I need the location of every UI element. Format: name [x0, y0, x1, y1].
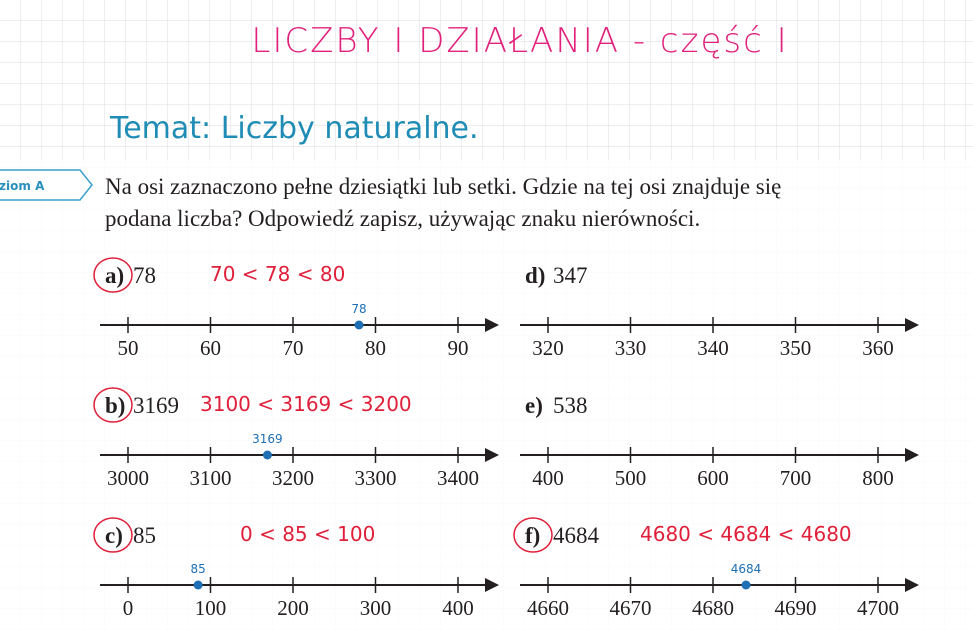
exercise-panel	[0, 160, 973, 630]
marked-label: 3169	[252, 432, 283, 446]
marked-label: 85	[190, 562, 205, 576]
tick-label: 200	[277, 596, 309, 620]
answer-circle	[93, 257, 133, 293]
level-badge	[0, 169, 93, 201]
tick-label: 400	[532, 466, 564, 490]
tick-label: 600	[697, 466, 729, 490]
axis-arrow	[485, 578, 499, 592]
marked-point	[354, 320, 364, 330]
item-number: 4684	[553, 523, 600, 548]
topic: Temat: Liczby naturalne.	[109, 111, 479, 146]
axis-arrow	[905, 448, 919, 462]
marked-label: 78	[351, 302, 366, 316]
tick-label: 4700	[857, 596, 899, 620]
tick-label: 4660	[527, 596, 569, 620]
tick-label: 3200	[272, 466, 314, 490]
axis-arrow	[905, 318, 919, 332]
item-number: 347	[553, 263, 588, 288]
tick-label: 0	[123, 596, 134, 620]
item-number: 78	[133, 263, 156, 288]
tick-label: 3100	[190, 466, 232, 490]
tick-label: 3300	[355, 466, 397, 490]
tick-label: 4670	[610, 596, 652, 620]
item-letter: b)	[105, 393, 125, 418]
tick-label: 340	[697, 336, 729, 360]
tick-label: 320	[532, 336, 564, 360]
tick-label: 800	[862, 466, 894, 490]
tick-label: 330	[615, 336, 647, 360]
answer: 3100 < 3169 < 3200	[200, 392, 412, 416]
item-number: 538	[553, 393, 588, 418]
answer-circle	[93, 517, 133, 553]
item-number: 85	[133, 523, 156, 548]
task-line: podana liczba? Odpowiedź zapisz, używają…	[105, 206, 700, 231]
tick-label: 60	[200, 336, 221, 360]
answer-circle	[513, 517, 553, 553]
item-letter: a)	[105, 263, 124, 288]
answer: 0 < 85 < 100	[240, 522, 375, 546]
tick-label: 350	[780, 336, 812, 360]
tick-label: 360	[862, 336, 894, 360]
level-label: Poziom A	[0, 179, 45, 193]
tick-label: 400	[442, 596, 474, 620]
tick-label: 70	[283, 336, 304, 360]
item-letter: c)	[105, 523, 123, 548]
answer: 70 < 78 < 80	[210, 262, 345, 286]
axis-arrow	[485, 448, 499, 462]
tick-label: 50	[118, 336, 139, 360]
answer-circle	[93, 387, 133, 423]
tick-label: 90	[448, 336, 469, 360]
item-letter: e)	[525, 393, 543, 418]
tick-label: 4680	[692, 596, 734, 620]
tick-label: 3000	[107, 466, 149, 490]
tick-label: 100	[195, 596, 227, 620]
task-line: Na osi zaznaczono pełne dziesiątki lub s…	[105, 174, 781, 199]
marked-point	[262, 450, 272, 460]
axis-arrow	[485, 318, 499, 332]
tick-label: 700	[780, 466, 812, 490]
tick-label: 3400	[437, 466, 479, 490]
tick-label: 80	[365, 336, 386, 360]
tick-label: 500	[615, 466, 647, 490]
title: LICZBY I DZIAŁANIA - część I	[251, 21, 788, 61]
item-letter: d)	[525, 263, 545, 288]
item-letter: f)	[525, 523, 540, 548]
marked-point	[193, 580, 203, 590]
tick-label: 4690	[775, 596, 817, 620]
answer: 4680 < 4684 < 4680	[640, 522, 852, 546]
tick-label: 300	[360, 596, 392, 620]
item-number: 3169	[133, 393, 179, 418]
marked-point	[741, 580, 751, 590]
axis-arrow	[905, 578, 919, 592]
marked-label: 4684	[731, 562, 762, 576]
